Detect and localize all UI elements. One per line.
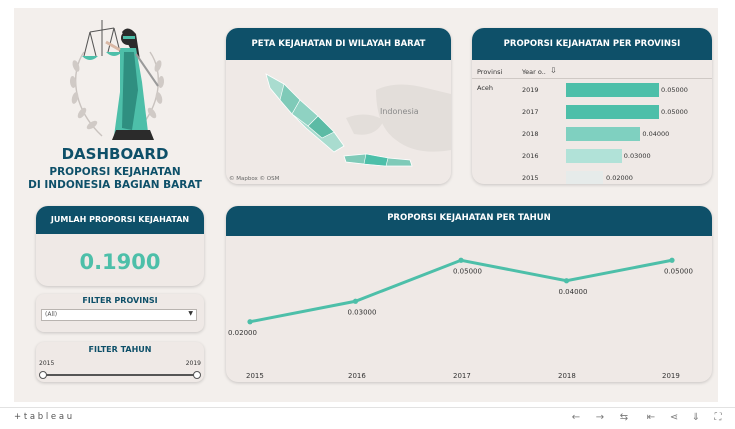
kpi-value: 0.1900 — [79, 250, 161, 274]
map-card: PETA KEJAHATAN DI WILAYAH BARAT Indonesi… — [226, 28, 451, 184]
province-bar[interactable] — [566, 105, 659, 119]
province-name-cell: Aceh — [477, 84, 494, 92]
undo-icon[interactable]: ← — [571, 412, 581, 423]
map-view[interactable]: Indonesia © Mapbox © OSM — [226, 60, 451, 184]
year-slider-track[interactable] — [42, 374, 196, 376]
line-chart: 0.02000 0.03000 0.05000 0.04000 0.05000 2015 2… — [228, 257, 693, 380]
province-row-year: 2016 — [522, 152, 539, 160]
province-row-year: 2017 — [522, 108, 539, 116]
year-col-header[interactable]: Year o.. — [522, 68, 546, 76]
province-row-year: 2015 — [522, 174, 539, 182]
province-bar[interactable] — [566, 83, 659, 97]
x-tick-label: 2019 — [662, 372, 680, 380]
province-row-year: 2019 — [522, 86, 539, 94]
data-point[interactable] — [352, 298, 359, 304]
province-card: PROPORSI KEJAHATAN PER PROVINSI Provinsi… — [472, 28, 712, 184]
x-tick-label: 2017 — [453, 372, 471, 380]
filter-year-card: FILTER TAHUN 2015 2019 — [36, 342, 204, 382]
data-label: 0.03000 — [348, 308, 377, 316]
data-point[interactable] — [458, 257, 464, 263]
filter-year-min-label: 2015 — [39, 360, 55, 367]
province-bar[interactable] — [566, 149, 622, 163]
province-bar[interactable] — [566, 127, 641, 141]
dashboard-title: DASHBOARD — [61, 145, 169, 163]
line-chart-card: PROPORSI KEJAHATAN PER TAHUN 0.02000 0.03… — [226, 206, 712, 382]
filter-province-title: FILTER PROVINSI — [82, 296, 158, 305]
map-country-label: Indonesia — [380, 107, 419, 116]
data-point[interactable] — [247, 319, 253, 325]
province-col-header[interactable]: Provinsi — [477, 68, 503, 76]
sort-icon[interactable]: ⇩ — [550, 66, 557, 75]
lady-justice-logo — [69, 20, 165, 140]
data-point[interactable] — [563, 278, 570, 284]
redo-icon[interactable]: → — [595, 412, 605, 423]
x-tick-label: 2015 — [246, 372, 264, 380]
filter-province-selected: (All) — [45, 311, 58, 318]
province-table-divider — [472, 78, 712, 79]
year-slider-min-handle[interactable] — [39, 371, 47, 379]
data-label: 0.02000 — [228, 329, 257, 337]
kpi-card: JUMLAH PROPORSI KEJAHATAN 0.1900 — [36, 206, 204, 286]
province-row-year: 2018 — [522, 130, 539, 138]
data-label: 0.05000 — [664, 267, 693, 275]
download-icon[interactable]: ⇓ — [691, 412, 701, 423]
filter-year-title: FILTER TAHUN — [88, 345, 152, 354]
filter-province-card: FILTER PROVINSI (All) ▼ — [36, 294, 204, 332]
province-bar-label: 0.02000 — [606, 174, 633, 182]
tableau-toolbar: + t a b l e a u ← → ⇆ ⇤ ⋖ ⇓ ⛶ — [0, 407, 735, 429]
reset-icon[interactable]: ⇤ — [646, 412, 656, 423]
x-tick-label: 2018 — [558, 372, 576, 380]
dashboard-subtitle-line2: DI INDONESIA BAGIAN BARAT — [28, 179, 202, 191]
line-chart-title: PROPORSI KEJAHATAN PER TAHUN — [226, 206, 712, 236]
dashboard-canvas: DASHBOARD PROPORSI KEJAHATAN DI INDONESI… — [14, 8, 718, 402]
kpi-card-title: JUMLAH PROPORSI KEJAHATAN — [36, 206, 204, 234]
year-slider-max-handle[interactable] — [193, 371, 201, 379]
data-label: 0.05000 — [453, 267, 482, 275]
x-tick-label: 2016 — [348, 372, 366, 380]
fullscreen-icon[interactable]: ⛶ — [714, 412, 722, 423]
province-bar-label: 0.04000 — [642, 130, 670, 138]
data-point[interactable] — [669, 257, 675, 263]
province-bar-label: 0.03000 — [623, 152, 651, 160]
map-attribution: © Mapbox © OSM — [229, 175, 280, 182]
province-card-title: PROPORSI KEJAHATAN PER PROVINSI — [472, 28, 712, 60]
share-icon[interactable]: ⋖ — [669, 412, 679, 423]
tableau-logo: + t a b l e a u — [14, 412, 73, 422]
dashboard-subtitle-line1: PROPORSI KEJAHATAN — [49, 166, 181, 178]
data-label: 0.04000 — [559, 288, 588, 296]
province-bar-label: 0.05000 — [661, 86, 688, 94]
province-bar[interactable] — [566, 171, 604, 184]
dropdown-arrow-icon: ▼ — [188, 310, 193, 317]
filter-year-max-label: 2019 — [185, 360, 201, 367]
map-card-title: PETA KEJAHATAN DI WILAYAH BARAT — [226, 28, 451, 60]
province-bar-label: 0.05000 — [661, 108, 688, 116]
filter-province-dropdown[interactable]: (All) ▼ — [41, 309, 197, 321]
revert-icon[interactable]: ⇆ — [619, 412, 629, 423]
